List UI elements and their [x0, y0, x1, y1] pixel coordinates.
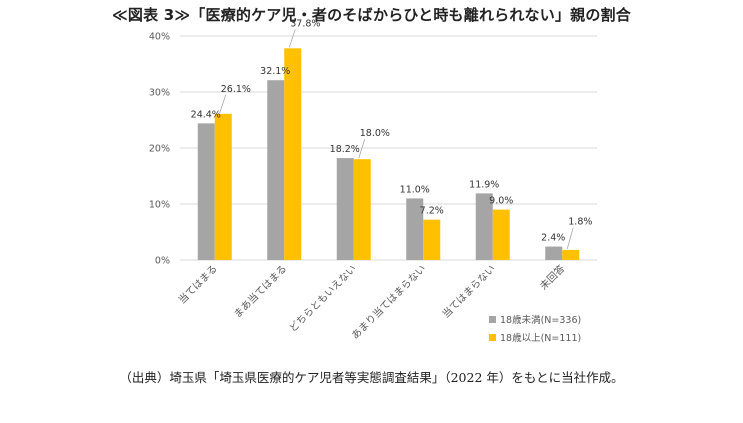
category-label: どちらともいえない: [287, 263, 359, 335]
data-label-over18: 26.1%: [221, 84, 251, 95]
category-label: あまり当てはまらない: [349, 262, 429, 342]
data-label-over18: 1.8%: [568, 217, 592, 228]
bar-over18: [562, 249, 580, 260]
legend-swatch: [489, 316, 496, 323]
data-label-under18: 32.1%: [260, 66, 290, 77]
label-leader-line: [566, 227, 574, 250]
bar-under18: [336, 158, 354, 260]
bar-over18: [353, 159, 371, 260]
bar-under18: [406, 198, 424, 260]
legend-label: 18歳未満(N=336): [500, 314, 581, 326]
bar-under18: [197, 123, 215, 260]
y-tick-label: 0%: [155, 256, 170, 267]
category-label: まあ当てはまる: [231, 262, 290, 321]
bar-over18: [214, 113, 232, 260]
y-tick-label: 10%: [149, 200, 170, 211]
label-leader-line: [358, 138, 366, 159]
data-label-under18: 18.2%: [330, 144, 360, 155]
legend-label: 18歳以上(N=111): [500, 332, 581, 344]
data-label-under18: 11.0%: [400, 184, 430, 195]
data-label-under18: 11.9%: [469, 179, 499, 190]
data-label-over18: 7.2%: [420, 206, 444, 217]
y-tick-label: 30%: [149, 88, 170, 99]
y-tick-label: 40%: [149, 32, 170, 43]
label-leader-line: [288, 29, 296, 48]
bar-under18: [267, 80, 285, 261]
data-label-over18: 18.0%: [360, 128, 390, 139]
bar-under18: [545, 246, 563, 260]
chart-title: ≪図表 3≫「医療的ケア児・者のそばからひと時も離れられない」親の割合: [112, 6, 631, 24]
data-label-under18: 24.4%: [191, 109, 221, 120]
legend-swatch: [489, 334, 496, 341]
source-note: （出典）埼玉県「埼玉県医療的ケア児者等実態調査結果」（2022 年）をもとに当社…: [119, 370, 624, 385]
category-label: 当てはまる: [175, 262, 219, 306]
bar-chart: 0% 10% 20% 30% 40% 24.4% 26.1% 当てはまる 32.1% 37.8% ま…: [149, 18, 597, 344]
label-leader-line: [219, 94, 227, 113]
bar-over18: [423, 219, 441, 260]
category-label: 未回答: [537, 262, 567, 292]
data-label-over18: 9.0%: [489, 196, 513, 207]
data-label-under18: 2.4%: [541, 233, 565, 244]
bar-over18: [492, 209, 510, 260]
y-tick-label: 20%: [149, 144, 170, 155]
category-label: 当てはまらない: [439, 262, 498, 321]
data-label-over18: 37.8%: [290, 18, 320, 29]
bar-over18: [284, 48, 302, 260]
bar-under18: [475, 193, 493, 260]
